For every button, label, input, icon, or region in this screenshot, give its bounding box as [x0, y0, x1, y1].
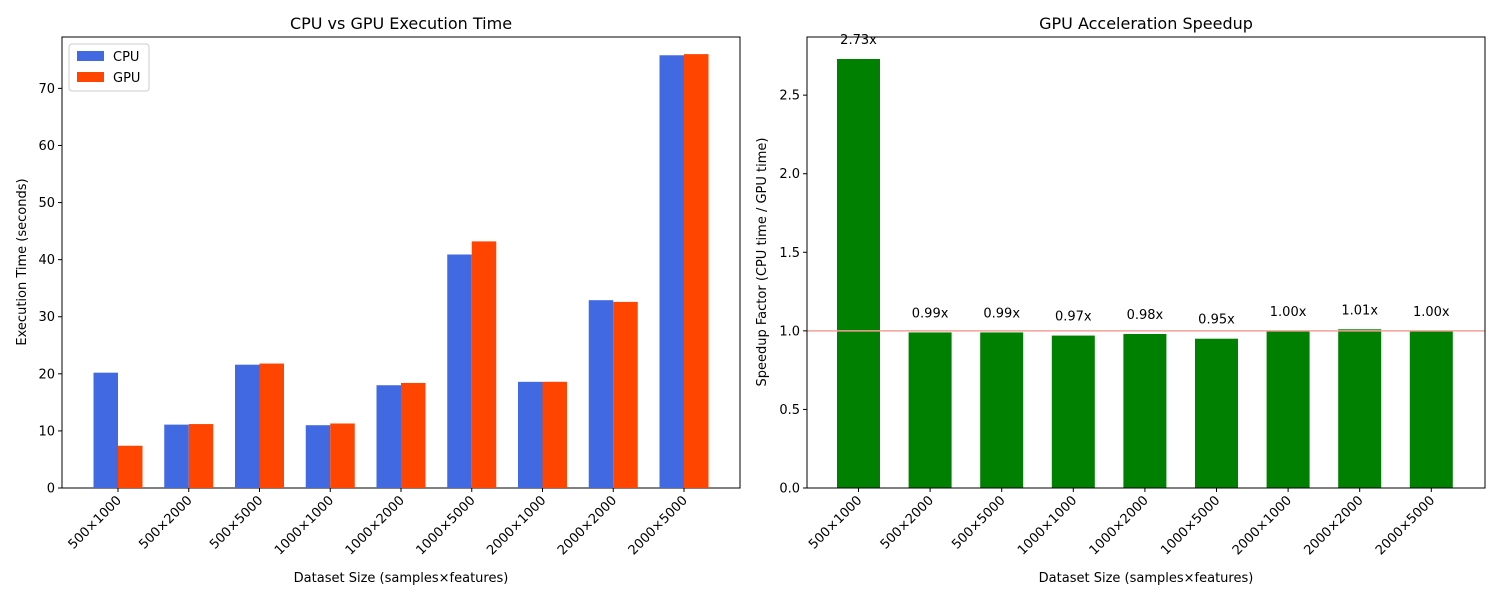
speedup-bar: [1195, 338, 1238, 488]
plot-area-frame: [806, 36, 1486, 489]
bar-cpu: [376, 385, 401, 488]
x-tick-label: 2000×2000: [555, 493, 620, 558]
bar-cpu: [93, 372, 118, 488]
y-tick-label: 50: [38, 196, 55, 211]
bar-gpu: [118, 445, 143, 488]
bar-gpu: [542, 381, 567, 488]
speedup-bar: [1051, 335, 1095, 488]
legend-swatch-cpu: [77, 51, 104, 61]
bar-cpu: [659, 55, 684, 489]
x-tick-label: 500×1000: [806, 493, 865, 552]
bar-gpu: [471, 241, 497, 488]
legend: CPU GPU: [68, 43, 150, 92]
bar-gpu: [684, 54, 709, 488]
x-tick-label: 500×2000: [878, 493, 937, 552]
y-tick-label: 0: [47, 482, 55, 497]
bar-cpu: [447, 254, 472, 488]
y-axis-label: Speedup Factor (CPU time / GPU time): [755, 138, 770, 387]
x-tick-label: 1000×1000: [272, 493, 337, 558]
x-tick-label: 1000×2000: [343, 493, 408, 558]
y-tick-label: 2.5: [779, 89, 800, 104]
speedup-bar: [908, 332, 952, 488]
chart-title: GPU Acceleration Speedup: [1039, 14, 1253, 33]
speedup-value-label: 0.97x: [1055, 310, 1092, 325]
bar-cpu: [518, 381, 543, 488]
legend-swatch-gpu: [77, 72, 104, 82]
y-tick-label: 40: [38, 253, 55, 268]
y-tick-label: 0.0: [779, 482, 800, 497]
y-tick-label: 1.5: [779, 246, 800, 261]
y-tick-label: 20: [38, 367, 55, 382]
speedup-chart: GPU Acceleration Speedup 0.0 0.5 1.0 1.5 2.0…: [755, 14, 1486, 586]
speedup-value-label: 0.98x: [1127, 308, 1164, 323]
bar-gpu: [613, 301, 638, 488]
x-tick-label: 500×5000: [207, 493, 266, 552]
speedup-value-label: 2.73x: [840, 33, 877, 48]
x-tick-label: 2000×5000: [1373, 493, 1438, 558]
speedup-value-label: 1.00x: [1270, 305, 1307, 320]
y-tick-label: 70: [38, 82, 55, 97]
speedup-bar: [980, 332, 1024, 488]
x-tick-label: 500×2000: [136, 493, 195, 552]
legend-label-cpu: CPU: [113, 50, 139, 65]
y-tick-label: 10: [38, 424, 55, 439]
bar-gpu: [401, 382, 426, 488]
speedup-bar: [1266, 330, 1310, 488]
x-tick-label: 500×1000: [66, 493, 125, 552]
bar-cpu: [164, 424, 189, 488]
y-tick-label: 0.5: [779, 403, 800, 418]
bar-cpu: [235, 364, 260, 488]
speedup-bar: [1123, 334, 1167, 488]
bar-cpu: [305, 425, 331, 488]
y-axis-label: Execution Time (seconds): [15, 178, 30, 345]
y-tick-label: 60: [38, 139, 55, 154]
bar-cpu: [588, 300, 614, 488]
speedup-value-label: 0.99x: [912, 306, 949, 321]
x-tick-label: 2000×1000: [484, 493, 549, 558]
x-axis-label: Dataset Size (samples×features): [1039, 571, 1254, 586]
speedup-bar: [1409, 330, 1453, 488]
speedup-bar: [837, 59, 880, 488]
execution-time-chart: CPU vs GPU Execution Time 0 10 20 30 40 50 60 7…: [15, 14, 741, 586]
x-tick-label: 2000×5000: [626, 493, 691, 558]
x-tick-label: 2000×1000: [1230, 493, 1295, 558]
x-tick-label: 500×5000: [949, 493, 1008, 552]
y-tick-label: 1.0: [779, 324, 800, 339]
x-tick-label: 1000×5000: [1158, 493, 1223, 558]
speedup-bar: [1338, 329, 1382, 488]
bar-gpu: [188, 424, 214, 488]
y-tick-label: 30: [38, 310, 55, 325]
x-axis-label: Dataset Size (samples×features): [294, 571, 509, 586]
bar-gpu: [330, 423, 355, 488]
y-tick-label: 2.0: [779, 167, 800, 182]
x-tick-label: 1000×2000: [1087, 493, 1152, 558]
speedup-value-label: 0.99x: [983, 306, 1020, 321]
speedup-value-label: 1.01x: [1341, 303, 1378, 318]
legend-label-gpu: GPU: [113, 71, 140, 86]
x-tick-label: 2000×2000: [1301, 493, 1366, 558]
x-tick-label: 1000×1000: [1015, 493, 1080, 558]
speedup-value-label: 0.95x: [1198, 313, 1235, 328]
chart-title: CPU vs GPU Execution Time: [290, 14, 512, 33]
x-tick-label: 1000×5000: [413, 493, 478, 558]
speedup-value-label: 1.00x: [1413, 305, 1450, 320]
bar-gpu: [259, 363, 284, 488]
